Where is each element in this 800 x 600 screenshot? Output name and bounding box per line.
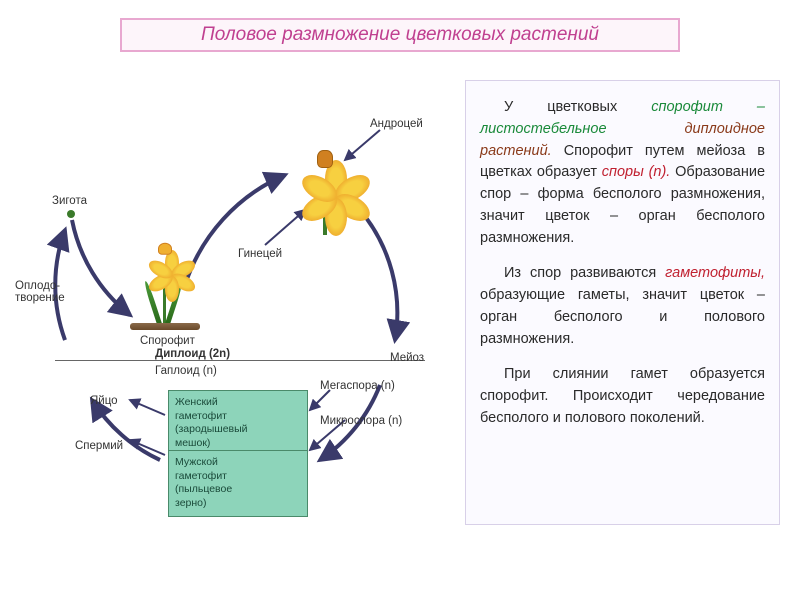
label-megaspore: Мегаспора (n) (320, 380, 395, 392)
panel-paragraph-1: У цветковых спорофит – листостебельное д… (480, 97, 765, 249)
flower-cross-section-icon (280, 125, 370, 235)
label-microspore: Микроспора (n) (320, 415, 402, 427)
label-diploid: Диплоид (2n) (155, 348, 230, 360)
label-meiosis: Мейоз (390, 352, 424, 364)
label-androecium: Андроцей (370, 118, 423, 130)
label-sporophyte: Спорофит (140, 335, 195, 347)
label-egg: Яйцо (90, 395, 118, 407)
panel-paragraph-3: При слиянии гамет образуется спорофит. П… (480, 364, 765, 429)
label-zygote: Зигота (52, 195, 87, 207)
label-gynoecium: Гинецей (238, 248, 282, 260)
panel-paragraph-2: Из спор развиваются гаметофиты, образующ… (480, 263, 765, 350)
lifecycle-diagram: Женский гаметофит (зародышевый мешок) Му… (10, 90, 445, 525)
zygote-dot-icon (67, 210, 75, 218)
label-fertilization: Оплодо- творение (15, 280, 65, 304)
sporophyte-plant-icon (140, 240, 190, 330)
info-panel: У цветковых спорофит – листостебельное д… (465, 80, 780, 525)
female-gametophyte-box: Женский гаметофит (зародышевый мешок) (168, 390, 308, 457)
page-title: Половое размножение цветковых растений (120, 18, 680, 52)
ploidy-divider (55, 360, 425, 361)
male-gametophyte-box: Мужской гаметофит (пыльцевое зерно) (168, 450, 308, 517)
label-haploid: Гаплоид (n) (155, 365, 217, 377)
label-sperm: Спермий (75, 440, 123, 452)
